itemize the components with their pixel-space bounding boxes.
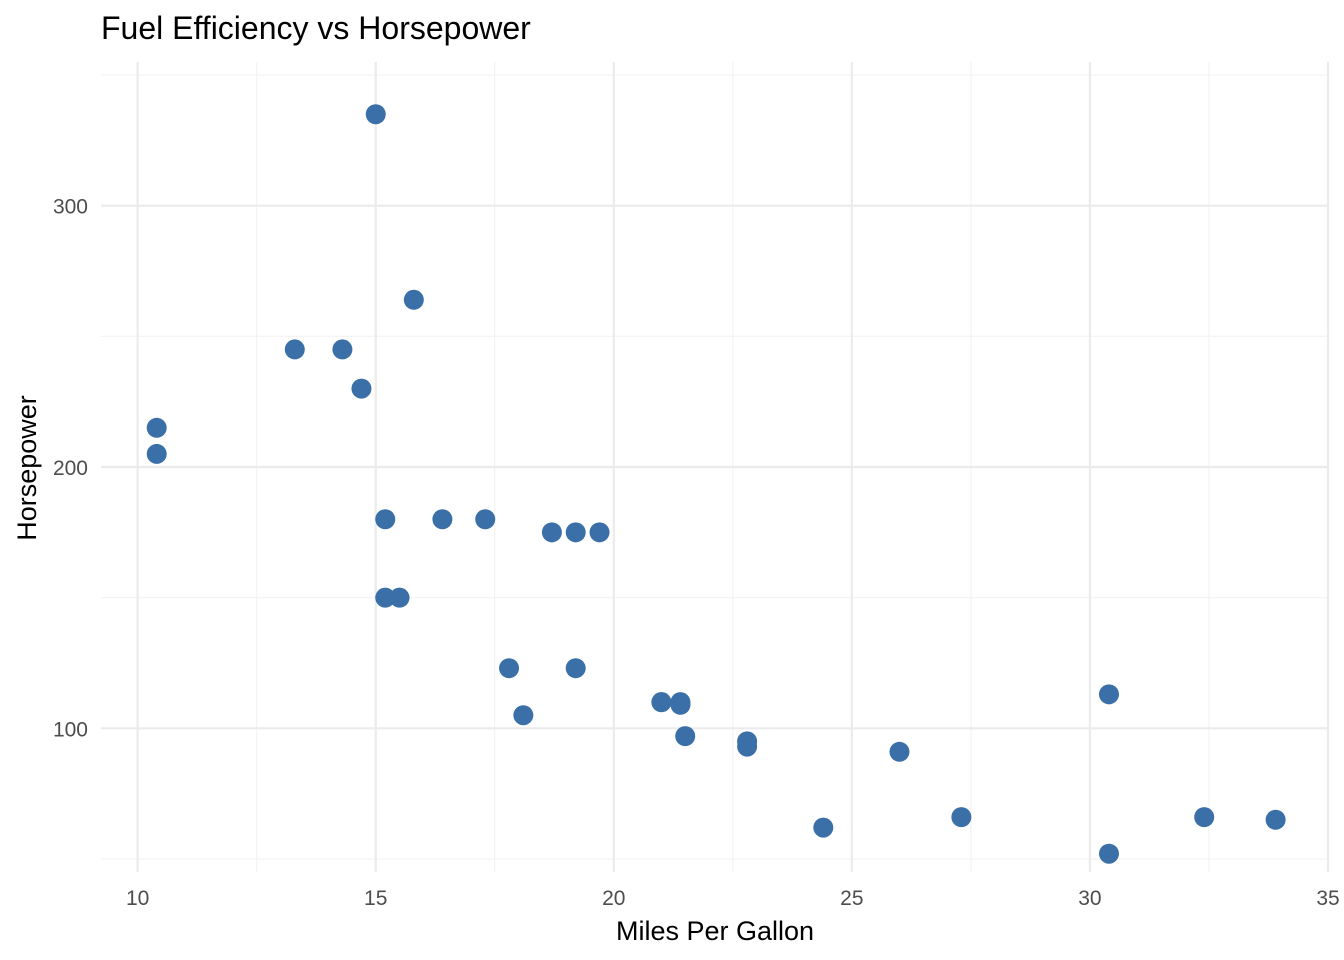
data-point: [541, 522, 562, 543]
data-point: [1265, 809, 1286, 830]
data-point: [351, 378, 372, 399]
data-point: [284, 339, 305, 360]
data-point: [1194, 807, 1215, 828]
x-tick-label: 30: [1078, 887, 1101, 910]
data-point: [1098, 684, 1119, 705]
y-axis-label: Horsepower: [12, 395, 42, 541]
y-tick-label: 200: [53, 457, 88, 480]
data-point: [403, 289, 424, 310]
data-point: [432, 509, 453, 530]
y-tick-label: 100: [53, 718, 88, 741]
x-tick-label: 25: [840, 887, 863, 910]
data-point: [737, 731, 758, 752]
chart-title: Fuel Efficiency vs Horsepower: [101, 10, 531, 46]
x-tick-label: 35: [1316, 887, 1339, 910]
x-tick-label: 15: [364, 887, 387, 910]
data-point: [499, 658, 520, 679]
data-point: [365, 104, 386, 125]
data-point: [565, 522, 586, 543]
data-point: [375, 509, 396, 530]
data-point: [375, 587, 396, 608]
x-tick-label: 10: [126, 887, 149, 910]
data-point: [651, 692, 672, 713]
data-point: [146, 417, 167, 438]
data-point: [670, 694, 691, 715]
data-point: [675, 726, 696, 747]
data-point: [889, 741, 910, 762]
data-point: [475, 509, 496, 530]
x-axis-label: Miles Per Gallon: [616, 916, 814, 946]
x-tick-label: 20: [602, 887, 625, 910]
data-point: [813, 817, 834, 838]
data-point: [146, 443, 167, 464]
grid: [101, 62, 1330, 872]
data-point: [513, 705, 534, 726]
data-point: [1098, 843, 1119, 864]
tick-labels: 10 15 20 25 30 35 100 200 300: [53, 196, 1340, 910]
data-point: [951, 807, 972, 828]
data-points: [146, 104, 1286, 864]
y-tick-label: 300: [53, 196, 88, 219]
data-point: [589, 522, 610, 543]
data-point: [389, 587, 410, 608]
data-point: [332, 339, 353, 360]
data-point: [565, 658, 586, 679]
